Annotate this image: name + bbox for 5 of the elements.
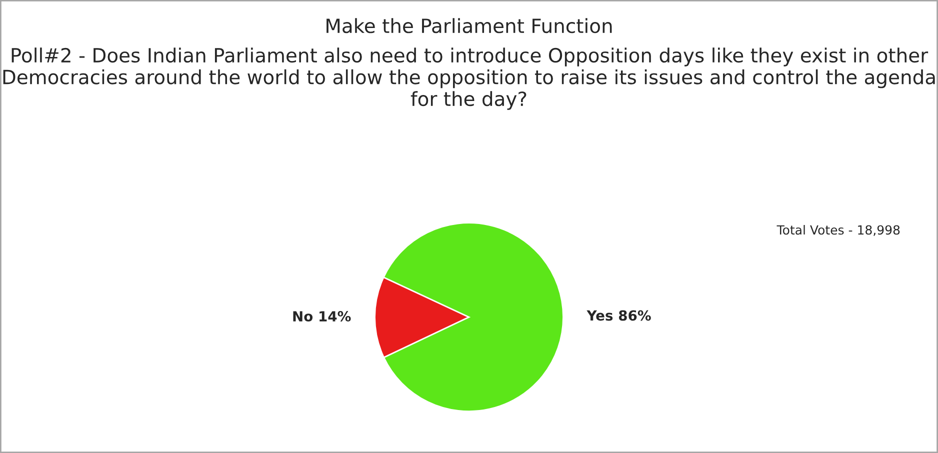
slice-label: No 14% (293, 311, 351, 322)
slice-label: Yes 86% (586, 310, 651, 321)
chart-title: Make the Parliament Function (326, 18, 612, 34)
chart-subtitle: Poll#2 - Does Indian Parliament also need to introduce Opposition days like they exist in other Democracies around the world to allow the opposition to raise its issues and control the agenda for the day? (3, 48, 935, 110)
text: Total Votes - 18,998 (776, 224, 900, 236)
